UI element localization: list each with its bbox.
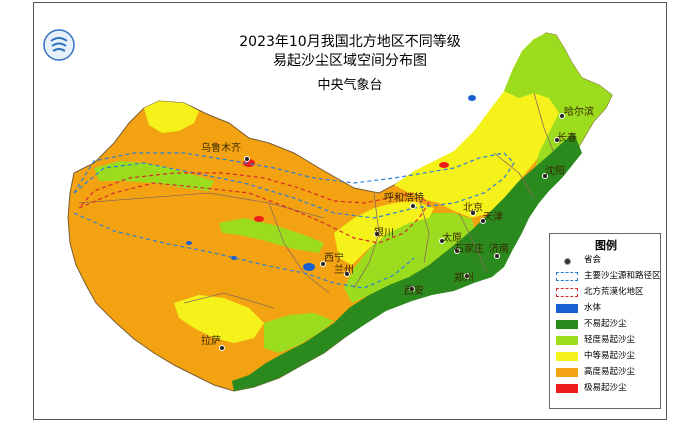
legend-item-not-easy: 不易起沙尘: [556, 318, 660, 332]
city-label-xian: 西安: [404, 286, 424, 297]
legend-item-light: 轻度易起沙尘: [556, 334, 660, 348]
city-dot-changchun: [554, 137, 560, 143]
legend-label: 省会: [584, 255, 602, 265]
legend-label: 轻度易起沙尘: [584, 335, 636, 345]
city-label-shijiazhuang: 石家庄: [454, 244, 484, 255]
city-label-urumqi: 乌鲁木齐: [201, 143, 241, 154]
dust-path-swatch: [556, 272, 578, 281]
city-dot-beijing: [470, 210, 476, 216]
light-zone-tianshan: [94, 161, 214, 191]
map-title-line-1: 2023年10月我国北方地区不同等级: [239, 34, 461, 50]
city-dot-xian: [409, 286, 415, 292]
legend-item-high: 高度易起沙尘: [556, 366, 660, 380]
legend-title: 图例: [595, 239, 617, 252]
city-dot-yinchuan: [374, 231, 380, 237]
city-dot-taiyuan: [439, 238, 445, 244]
lake-tibet-1: [186, 241, 192, 245]
lake-tibet-2: [231, 256, 237, 260]
legend-label: 高度易起沙尘: [584, 367, 636, 377]
city-dot-jinan: [494, 253, 500, 259]
legend-item-dust-path: 主要沙尘源和路径区: [556, 270, 661, 284]
city-label-zhengzhou: 郑州: [454, 273, 474, 284]
not-easy-swatch: [556, 320, 578, 329]
legend-label: 北方荒漠化地区: [584, 287, 644, 297]
city-dot-lhasa: [219, 345, 225, 351]
city-label-hohhot: 呼和浩特: [384, 193, 424, 204]
light-zone-central: [344, 213, 474, 303]
extreme-swatch: [556, 384, 578, 393]
legend-label: 主要沙尘源和路径区: [584, 271, 661, 281]
city-dot-zhengzhou: [464, 273, 470, 279]
dust-source-path-area: [73, 152, 515, 219]
medium-zone-altai: [144, 101, 199, 133]
light-zone-qilian: [219, 218, 324, 253]
legend-item-medium: 中等易起沙尘: [556, 350, 660, 364]
legend-label: 水体: [584, 303, 602, 313]
map-frame: 2023年10月我国北方地区不同等级 易起沙尘区域空间分布图 中央气象台 乌鲁木…: [33, 2, 667, 420]
not-easy-zone-southwest: [232, 323, 352, 391]
high-swatch: [556, 368, 578, 377]
medium-zone-plateau: [174, 295, 264, 343]
light-swatch: [556, 336, 578, 345]
city-label-xining: 西宁: [324, 253, 344, 264]
lake-northeast: [468, 95, 476, 101]
legend-item-extreme: 极易起沙尘: [556, 382, 660, 396]
dust-source-path-area-south: [73, 212, 415, 289]
city-dot-urumqi: [244, 156, 250, 162]
light-zone-plateau: [264, 313, 334, 353]
capital-dot-icon: [564, 258, 571, 265]
cma-logo: [43, 29, 75, 61]
city-dot-tianjin: [480, 218, 486, 224]
water-swatch: [556, 304, 578, 313]
legend-label: 不易起沙尘: [584, 319, 627, 329]
legend-item-desertification: 北方荒漠化地区: [556, 286, 660, 300]
desertification-swatch: [556, 288, 578, 297]
city-dot-lanzhou: [344, 271, 350, 277]
city-label-harbin: 哈尔滨: [564, 107, 594, 118]
legend-item-capital: 省会: [556, 254, 660, 268]
city-label-jinan: 济南: [489, 244, 509, 255]
city-dot-shenyang: [542, 173, 548, 179]
city-dot-hohhot: [410, 203, 416, 209]
map-canvas: [67, 32, 613, 392]
city-label-shenyang: 沈阳: [545, 166, 565, 177]
light-zone-northeast: [504, 33, 612, 185]
province-boundaries: [78, 92, 555, 309]
medium-swatch: [556, 352, 578, 361]
map-subtitle: 中央气象台: [317, 78, 383, 93]
city-dot-harbin: [559, 113, 565, 119]
city-label-taiyuan: 太原: [442, 233, 462, 244]
city-label-lhasa: 拉萨: [201, 336, 221, 347]
medium-zone-central: [334, 201, 434, 265]
desertification-area: [78, 172, 430, 244]
city-label-yinchuan: 银川: [374, 228, 394, 239]
city-label-changchun: 长春: [557, 133, 577, 144]
map-title-line-2: 易起沙尘区域空间分布图: [273, 53, 427, 69]
legend-item-water: 水体: [556, 302, 660, 316]
extreme-patch-taklimakan: [254, 216, 264, 222]
extreme-patch-inner-mongolia: [439, 162, 449, 168]
city-label-tianjin: 天津: [483, 212, 503, 223]
lake-qinghai: [303, 263, 315, 271]
city-dot-shijiazhuang: [454, 248, 460, 254]
legend-label: 中等易起沙尘: [584, 351, 636, 361]
map-legend: 图例 省会 主要沙尘源和路径区 北方荒漠化地区 水体 不易起沙尘 轻度易起沙尘 …: [549, 233, 661, 409]
legend-label: 极易起沙尘: [584, 383, 627, 393]
city-dot-xining: [320, 261, 326, 267]
city-label-lanzhou: 兰州: [334, 265, 354, 276]
city-label-beijing: 北京: [463, 203, 483, 214]
not-easy-zone-east: [334, 133, 582, 337]
